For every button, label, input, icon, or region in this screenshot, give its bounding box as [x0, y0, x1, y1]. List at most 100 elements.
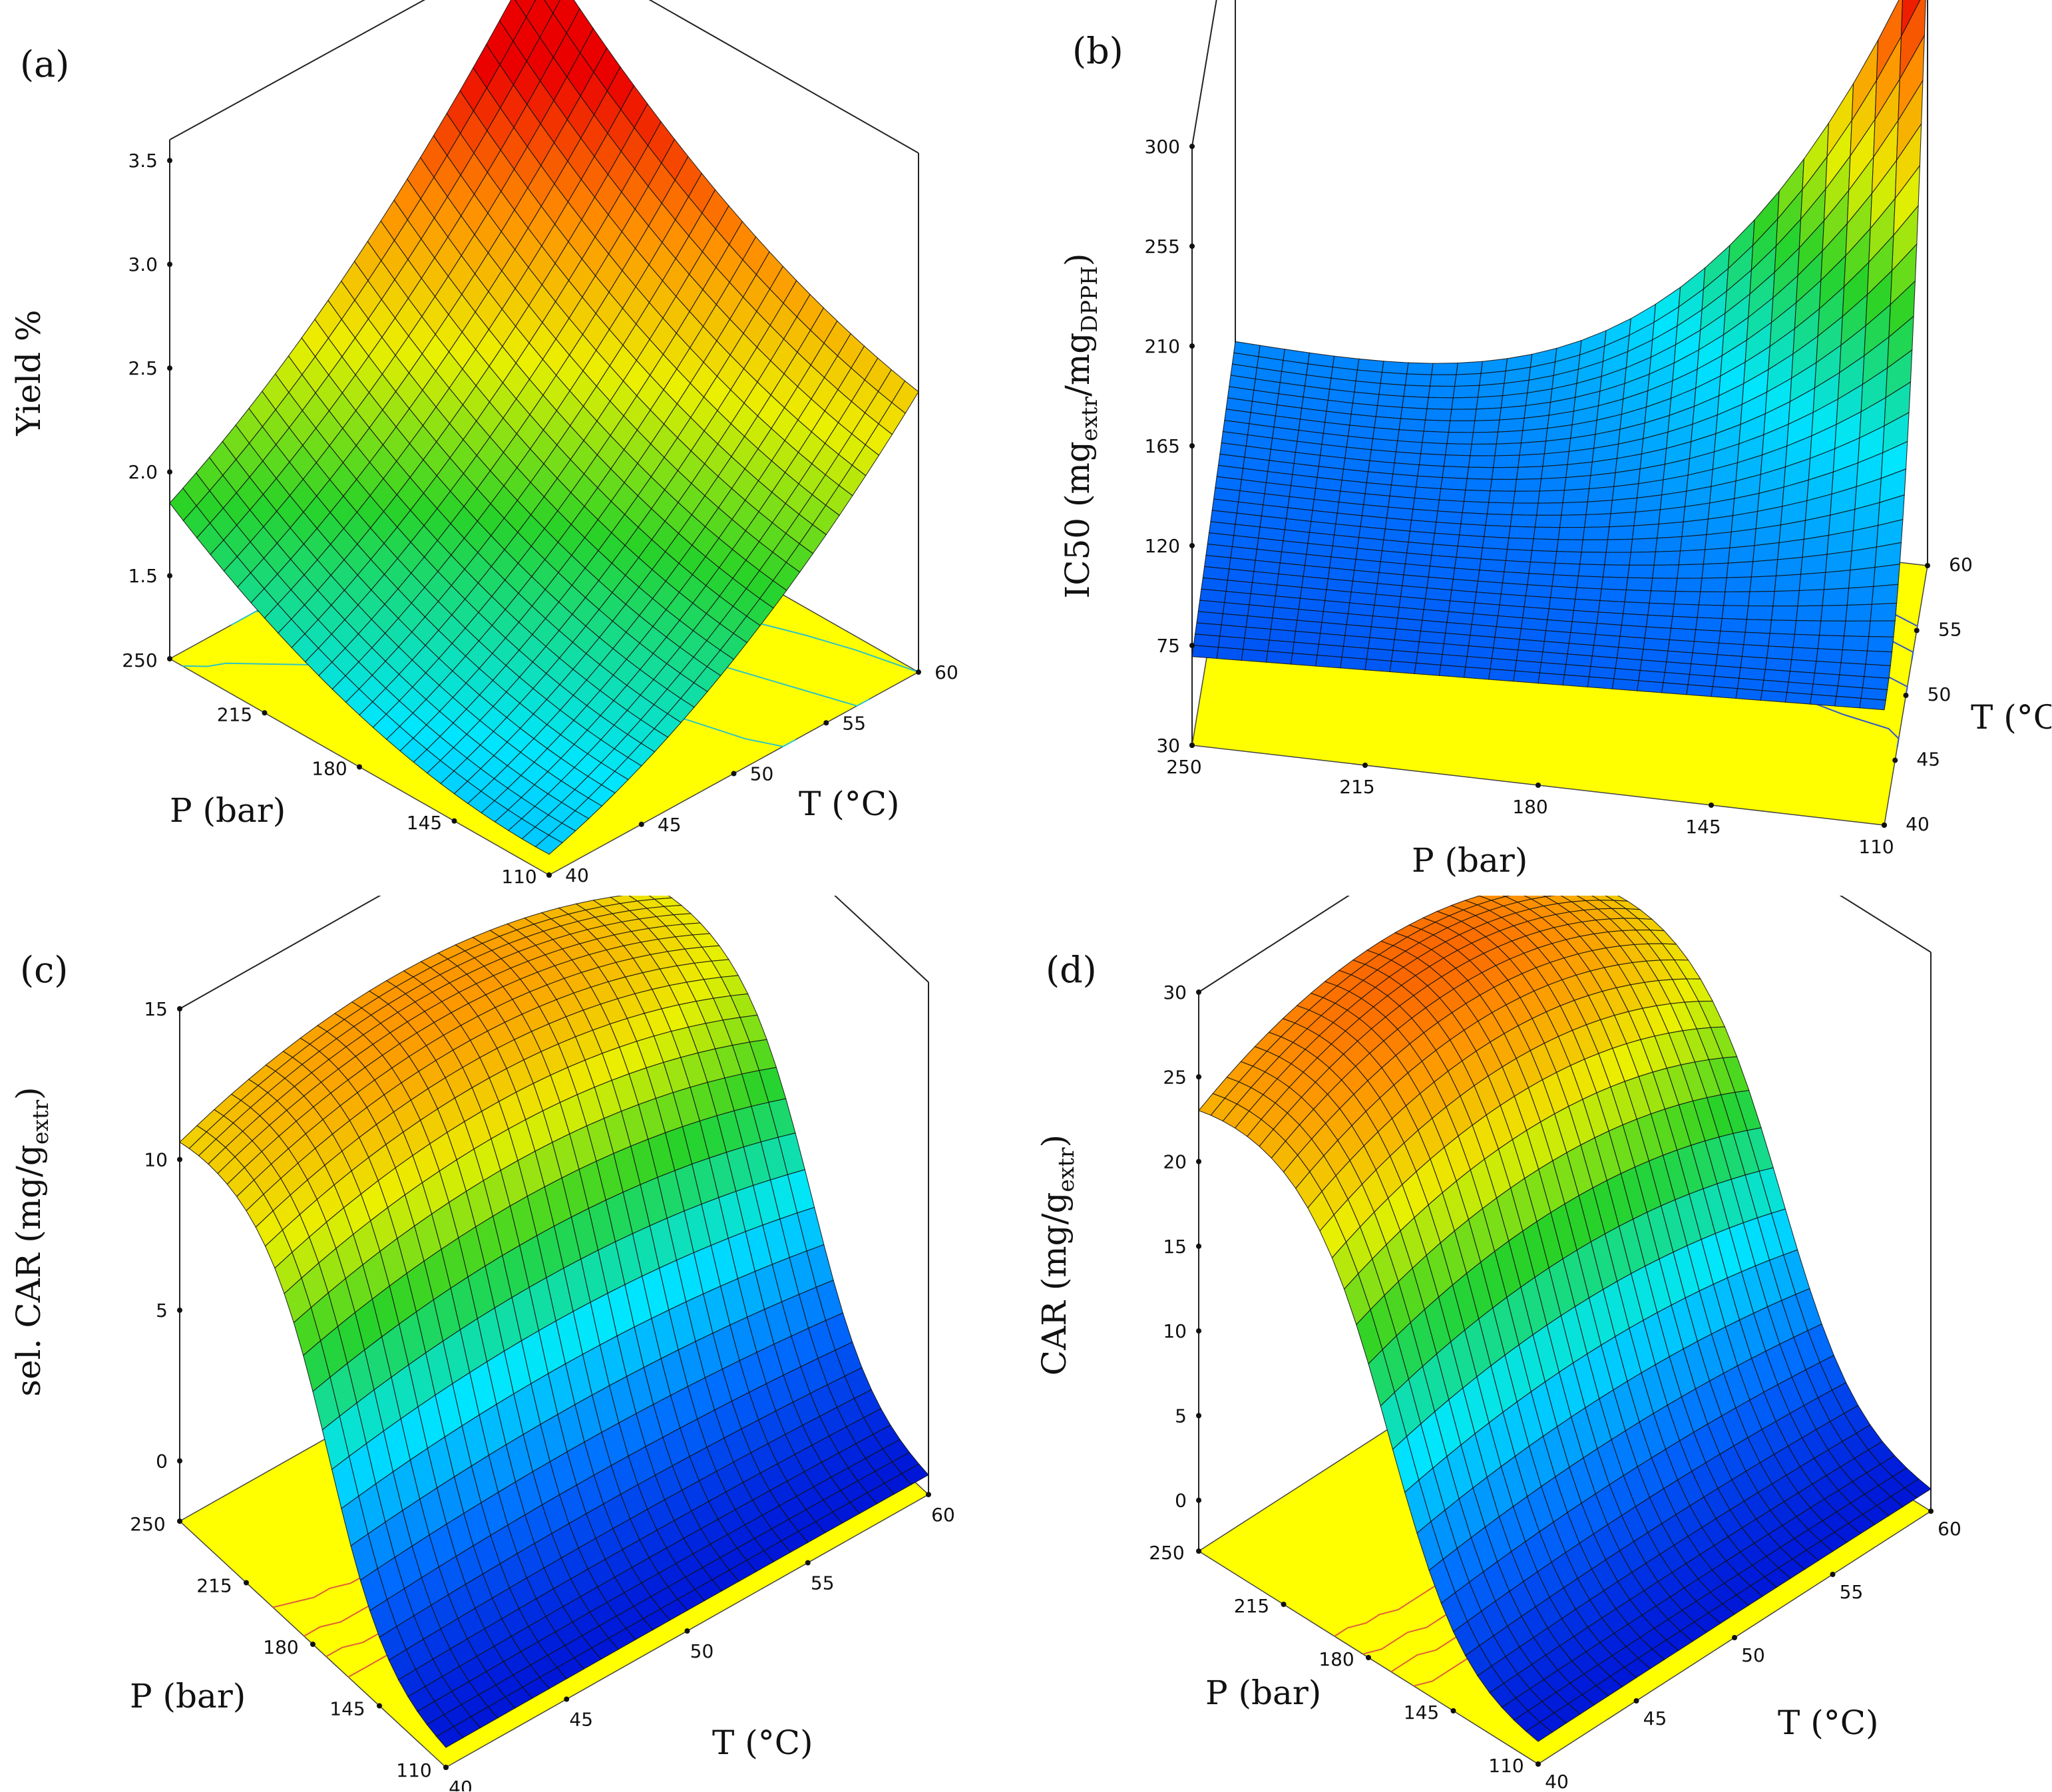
surface-cell: [1480, 547, 1508, 562]
z-title-text: IC50 (mg: [1058, 441, 1097, 598]
t-tick-mark: [1732, 1635, 1737, 1640]
surface-cell: [1789, 659, 1817, 673]
z-tick-label: 1.5: [128, 565, 158, 587]
z-tick-label: 300: [1145, 136, 1180, 158]
z-tick-label: 75: [1156, 635, 1180, 657]
surface-cell: [544, 0, 561, 14]
z-tick-mark: [167, 573, 172, 579]
surface-cell: [1611, 483, 1639, 501]
surface-cell: [1406, 362, 1434, 375]
t-tick-label: 55: [1938, 619, 1962, 641]
surface-cell: [1504, 560, 1532, 574]
surface-cell: [1839, 662, 1866, 677]
surface-cell: [1678, 549, 1706, 566]
surface-cell: [1726, 561, 1754, 578]
box-edge: [169, 0, 426, 140]
z-tick-mark: [1196, 1328, 1201, 1334]
z-title-subscript: extr: [1053, 1147, 1079, 1192]
surface-cell: [1744, 619, 1772, 634]
surface-cell: [1686, 684, 1713, 697]
surface-cell: [1760, 690, 1788, 703]
surface-cell: [1579, 552, 1607, 566]
surface-cell: [1532, 538, 1559, 552]
surface-cell: [1429, 374, 1457, 387]
t-tick-label: 45: [658, 814, 682, 836]
t-tick-label: 60: [1938, 1518, 1961, 1540]
z-tick-label: 2.0: [128, 461, 158, 483]
surface-cell: [1458, 523, 1486, 537]
t-tick-mark: [546, 872, 552, 878]
surface-chart-b: 30 75 120 165 210 255 300 250 215 180 145 110 40 45 50…: [1058, 0, 2051, 880]
surface-cell: [1547, 608, 1575, 622]
z-title-text: ): [1058, 253, 1097, 266]
surface-cell: [1775, 556, 1803, 576]
z-title-subscript: DPPH: [1076, 266, 1102, 333]
surface-cell: [1525, 1721, 1553, 1742]
surface-cell: [1695, 617, 1723, 631]
surface-cell: [1420, 442, 1448, 456]
surface-cell: [1448, 420, 1476, 433]
z-title-text: ): [1035, 1135, 1074, 1148]
p-tick-label: 250: [1166, 756, 1201, 778]
surface-cell: [1431, 362, 1458, 375]
surface-cell: [1241, 649, 1269, 663]
surface-cell: [1450, 409, 1477, 421]
surface-cell: [1743, 631, 1770, 647]
surface-cell: [1599, 588, 1627, 603]
surface-cell: [1516, 466, 1543, 480]
surface-cell: [1611, 678, 1639, 691]
surface-cell: [1604, 552, 1631, 566]
surface-cell: [1428, 385, 1456, 399]
surface-cell: [1705, 531, 1732, 550]
surface-cell: [1437, 499, 1465, 513]
surface-cell: [1488, 490, 1516, 504]
surface-cell: [1820, 604, 1848, 622]
surface-cell: [1561, 501, 1588, 516]
surface-cell: [1536, 502, 1563, 516]
surface-cell: [1740, 655, 1768, 670]
p-axis: 250 215 180 145 110: [130, 1513, 449, 1781]
p-tick-mark: [1450, 1708, 1456, 1713]
z-tick-mark: [167, 262, 172, 268]
p-axis-title: P (bar): [130, 1677, 246, 1715]
surface-cell: [1636, 680, 1664, 693]
surface-cell: [1290, 653, 1318, 667]
z-title-subscript: extr: [1076, 397, 1102, 441]
surface-cell: [1698, 591, 1726, 606]
panel-label: (c): [20, 949, 68, 991]
surface-cell: [1539, 477, 1567, 492]
surface-mesh: [179, 896, 929, 1748]
surface-cell: [1792, 633, 1820, 649]
z-axis: 30 75 120 165 210 255 300: [1145, 136, 1195, 757]
surface-cell: [1538, 672, 1565, 686]
surface-cell: [1426, 397, 1454, 410]
z-axis-title: IC50 (mgextr/mgDPPH): [1058, 253, 1102, 598]
surface-cell: [1499, 405, 1527, 421]
z-tick-label: 15: [1163, 1236, 1187, 1258]
surface-cell: [1445, 443, 1472, 456]
surface-cell: [1657, 521, 1684, 539]
p-tick-mark: [377, 1703, 382, 1709]
surface-cell: [1627, 564, 1655, 579]
surface-cell: [1870, 602, 1898, 622]
surface-cell: [1510, 514, 1538, 528]
surface-cell: [534, 834, 563, 855]
t-tick-label: 40: [449, 1777, 473, 1791]
surface-cell: [1721, 605, 1749, 620]
surface-cell: [1422, 431, 1450, 445]
surface-cell: [1621, 613, 1649, 627]
surface-cell: [1456, 361, 1484, 375]
surface-cell: [1530, 550, 1557, 564]
p-tick-mark: [167, 656, 172, 661]
surface-cell: [1653, 550, 1681, 566]
surface-cell: [1774, 574, 1802, 592]
surface-cell: [1741, 644, 1769, 659]
p-tick-mark: [244, 1580, 249, 1586]
t-tick-label: 55: [842, 712, 866, 734]
surface-cell: [1402, 396, 1429, 409]
t-tick-mark: [1914, 627, 1920, 633]
surface-cell: [1505, 548, 1533, 563]
surface-cell: [1524, 595, 1551, 610]
t-axis-title: T (°C): [799, 785, 900, 823]
surface-cell: [1624, 590, 1652, 604]
